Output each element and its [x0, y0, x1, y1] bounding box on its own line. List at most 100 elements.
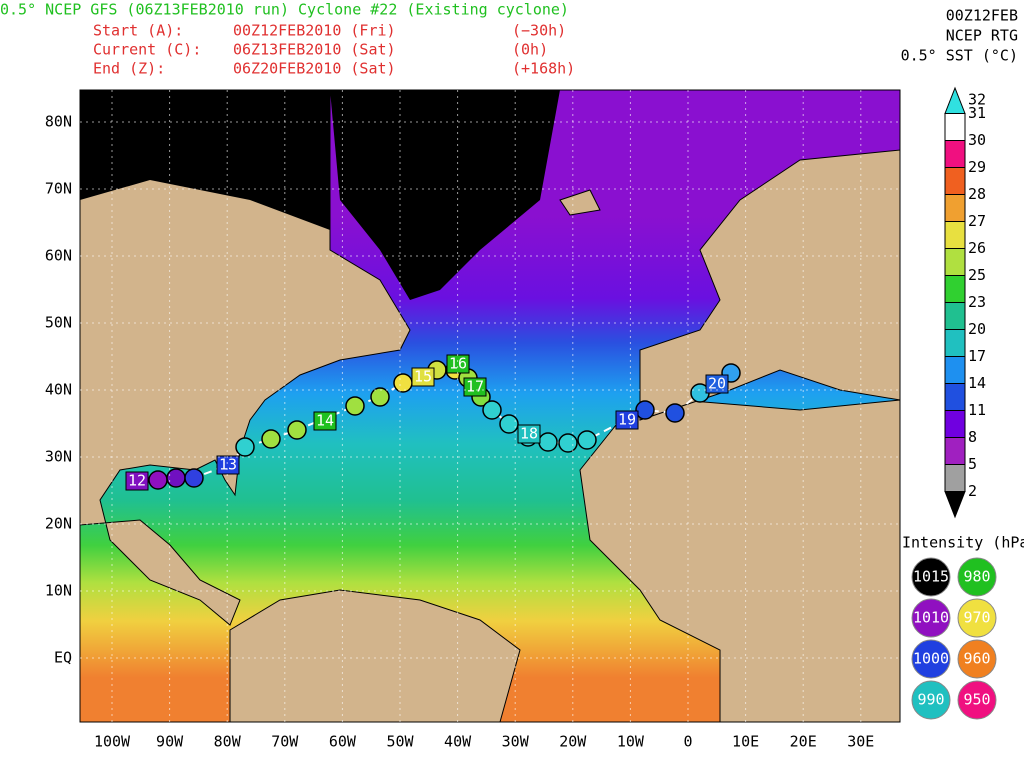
intensity-swatch — [911, 598, 951, 638]
day-box — [463, 377, 487, 397]
day-label: 12 — [128, 472, 146, 490]
day-label: 14 — [316, 412, 334, 430]
track-point — [393, 373, 413, 393]
lon-label: 0 — [683, 733, 692, 751]
lon-label: 90W — [156, 733, 184, 751]
sst-level: 17 — [968, 347, 986, 365]
lon-label: 40W — [444, 733, 472, 751]
greenland — [330, 90, 560, 300]
intensity-value: 1000 — [913, 650, 949, 668]
track-point — [287, 420, 307, 440]
sst-swatch — [944, 248, 966, 276]
header-time: 06Z20FEB2010 (Sat) — [233, 60, 396, 78]
day-box — [705, 374, 729, 394]
lat-label: 40N — [45, 381, 72, 399]
arctic-ice — [80, 90, 330, 230]
track-point — [635, 400, 655, 420]
track-point — [499, 414, 519, 434]
sst-swatch — [944, 437, 966, 465]
lon-label: 50W — [386, 733, 414, 751]
sst-swatch — [944, 221, 966, 249]
intensity-swatch — [911, 557, 951, 597]
track-point — [235, 437, 255, 457]
intensity-value: 980 — [963, 568, 990, 586]
sst-swatch — [944, 113, 966, 141]
frame — [79, 89, 901, 723]
sst-swatch — [944, 140, 966, 168]
track-point — [577, 430, 597, 450]
lon-label: 80W — [214, 733, 242, 751]
track-point — [148, 470, 168, 490]
intensity-swatch — [911, 639, 951, 679]
day-label: 16 — [449, 355, 467, 373]
sst-swatch — [944, 464, 966, 492]
lon-label: 60W — [329, 733, 357, 751]
header-time: 06Z13FEB2010 (Sat) — [233, 41, 396, 59]
sst-swatch — [944, 302, 966, 330]
sst-level: 20 — [968, 320, 986, 338]
track-point — [184, 468, 204, 488]
sst-title: 00Z12FEB — [946, 7, 1018, 25]
lat-label: EQ — [54, 649, 72, 667]
sst-level: 14 — [968, 374, 986, 392]
day-box — [125, 471, 149, 491]
lat-label: 50N — [45, 314, 72, 332]
sst-swatch — [944, 194, 966, 222]
sst-arrow — [944, 86, 966, 114]
intensity-value: 950 — [963, 691, 990, 709]
track-point — [482, 400, 502, 420]
sst-swatch — [944, 275, 966, 303]
intensity-title: Intensity (hPa): — [902, 534, 1024, 552]
intensity-swatch — [957, 557, 997, 597]
track-point — [166, 468, 186, 488]
day-label: 19 — [618, 411, 636, 429]
sst-level: 5 — [968, 455, 977, 473]
day-label: 18 — [520, 425, 538, 443]
track-point — [345, 396, 365, 416]
sst-level: 27 — [968, 212, 986, 230]
intensity-swatch — [911, 680, 951, 720]
sst-swatch — [944, 167, 966, 195]
track-point — [370, 387, 390, 407]
lon-label: 10E — [732, 733, 759, 751]
lat-label: 80N — [45, 113, 72, 131]
sst-level: 11 — [968, 401, 986, 419]
sst-arrow — [944, 491, 966, 519]
iceland — [559, 189, 601, 216]
sst-swatch — [944, 383, 966, 411]
header-time: 00Z12FEB2010 (Fri) — [233, 22, 396, 40]
track-point — [558, 433, 578, 453]
lat-label: 10N — [45, 582, 72, 600]
day-label: 17 — [466, 378, 484, 396]
sst-swatch — [944, 329, 966, 357]
lon-label: 70W — [271, 733, 299, 751]
intensity-value: 970 — [963, 609, 990, 627]
header-offset: (0h) — [512, 41, 548, 59]
header-label: Start (A): — [93, 22, 183, 40]
map — [79, 89, 901, 723]
sst-level: 28 — [968, 185, 986, 203]
title: 0.5° NCEP GFS (06Z13FEB2010 run) Cyclone… — [0, 1, 569, 19]
day-box — [313, 411, 337, 431]
header-label: Current (C): — [93, 41, 201, 59]
sst-level: 23 — [968, 293, 986, 311]
intensity-value: 960 — [963, 650, 990, 668]
sst-level: 8 — [968, 428, 977, 446]
sst-level: 25 — [968, 266, 986, 284]
sst-title: NCEP RTG — [946, 27, 1018, 45]
europe — [639, 149, 901, 421]
sst-swatch — [944, 356, 966, 384]
lon-label: 20E — [790, 733, 817, 751]
header-offset: (−30h) — [512, 22, 566, 40]
lat-label: 70N — [45, 180, 72, 198]
sst-level: 26 — [968, 239, 986, 257]
track-point — [261, 429, 281, 449]
sst-title: 0.5° SST (°C) — [901, 47, 1018, 65]
sst-swatch — [944, 410, 966, 438]
sst-level: 29 — [968, 158, 986, 176]
lat-label: 20N — [45, 515, 72, 533]
lat-label: 60N — [45, 247, 72, 265]
lon-label: 10W — [617, 733, 645, 751]
sst-level: 2 — [968, 482, 977, 500]
